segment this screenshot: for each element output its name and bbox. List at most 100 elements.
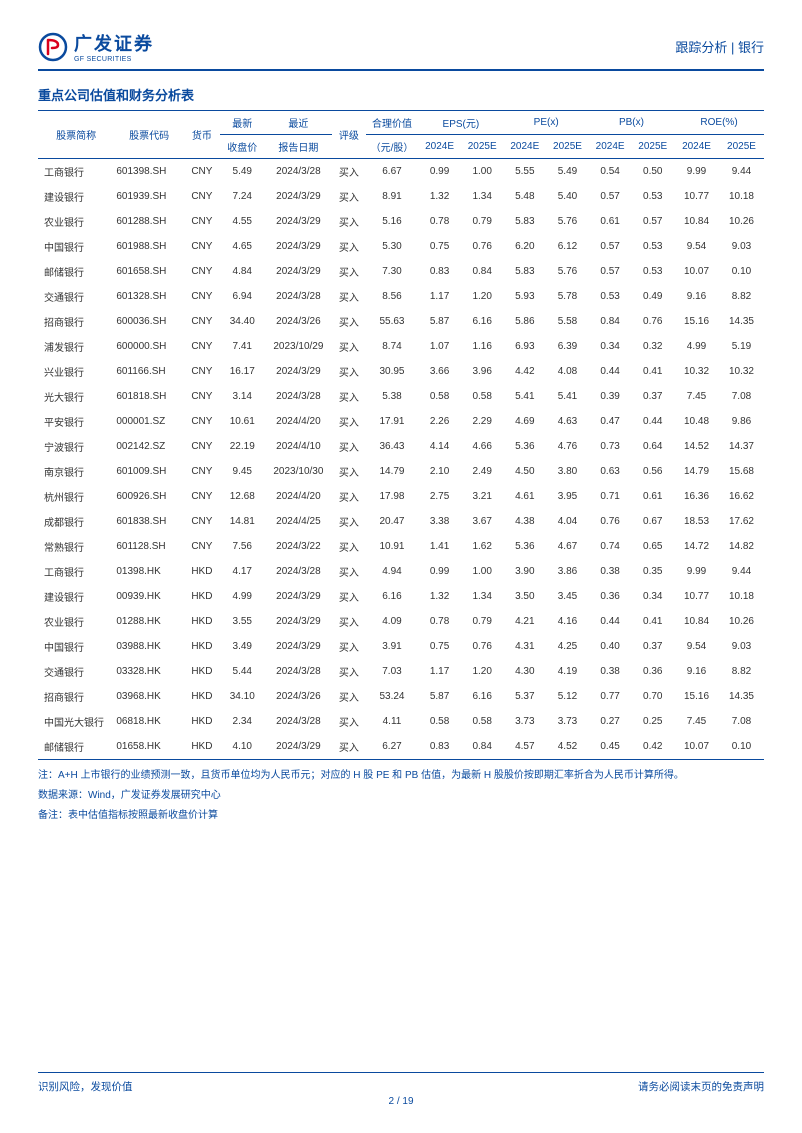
cell-pb-2024e: 0.34	[589, 334, 632, 359]
cell-roe-2025e: 9.03	[719, 634, 764, 659]
table-row: 兴业银行601166.SHCNY16.172024/3/29买入30.953.6…	[38, 359, 764, 384]
logo-text-cn: 广发证券	[74, 30, 154, 56]
cell-code: 601838.SH	[114, 509, 184, 534]
cell-eps-2024e: 0.78	[418, 209, 461, 234]
cell-name: 中国光大银行	[38, 709, 114, 734]
cell-date: 2023/10/30	[265, 459, 332, 484]
cell-currency: HKD	[184, 709, 220, 734]
cell-eps-2024e: 0.78	[418, 609, 461, 634]
cell-pb-2024e: 0.38	[589, 559, 632, 584]
cell-pe-2025e: 5.12	[546, 684, 589, 709]
cell-roe-2025e: 17.62	[719, 509, 764, 534]
cell-name: 建设银行	[38, 584, 114, 609]
cell-fair-value: 17.98	[366, 484, 419, 509]
cell-date: 2024/3/29	[265, 234, 332, 259]
col-eps24: 2024E	[418, 135, 461, 159]
cell-pe-2025e: 4.04	[546, 509, 589, 534]
cell-pb-2025e: 0.36	[631, 659, 674, 684]
cell-pb-2025e: 0.50	[631, 159, 674, 185]
cell-eps-2024e: 2.10	[418, 459, 461, 484]
cell-roe-2024e: 7.45	[674, 384, 719, 409]
cell-pb-2024e: 0.57	[589, 184, 632, 209]
cell-eps-2025e: 6.16	[461, 309, 504, 334]
cell-rating: 买入	[332, 634, 366, 659]
cell-pb-2024e: 0.39	[589, 384, 632, 409]
cell-date: 2024/3/28	[265, 659, 332, 684]
cell-roe-2025e: 10.18	[719, 584, 764, 609]
cell-date: 2024/4/10	[265, 434, 332, 459]
cell-fair-value: 6.27	[366, 734, 419, 760]
cell-roe-2024e: 9.99	[674, 159, 719, 185]
col-name: 股票简称	[38, 111, 114, 159]
cell-pb-2025e: 0.34	[631, 584, 674, 609]
page-header: 广发证券 GF SECURITIES 跟踪分析 | 银行	[38, 30, 764, 71]
cell-pe-2025e: 5.78	[546, 284, 589, 309]
cell-eps-2025e: 2.29	[461, 409, 504, 434]
cell-pe-2024e: 5.48	[504, 184, 547, 209]
cell-price: 34.40	[220, 309, 265, 334]
cell-roe-2025e: 7.08	[719, 709, 764, 734]
cell-price: 4.10	[220, 734, 265, 760]
cell-roe-2024e: 10.48	[674, 409, 719, 434]
cell-pe-2025e: 5.76	[546, 259, 589, 284]
cell-eps-2025e: 3.96	[461, 359, 504, 384]
cell-pb-2024e: 0.47	[589, 409, 632, 434]
cell-price: 4.17	[220, 559, 265, 584]
cell-pe-2025e: 4.08	[546, 359, 589, 384]
cell-currency: CNY	[184, 159, 220, 185]
cell-pb-2024e: 0.44	[589, 609, 632, 634]
cell-eps-2024e: 1.32	[418, 184, 461, 209]
cell-roe-2024e: 7.45	[674, 709, 719, 734]
cell-pb-2024e: 0.57	[589, 259, 632, 284]
cell-roe-2024e: 10.07	[674, 259, 719, 284]
cell-pb-2025e: 0.61	[631, 484, 674, 509]
cell-price: 6.94	[220, 284, 265, 309]
cell-roe-2024e: 18.53	[674, 509, 719, 534]
cell-rating: 买入	[332, 209, 366, 234]
cell-pb-2024e: 0.73	[589, 434, 632, 459]
cell-eps-2025e: 0.58	[461, 384, 504, 409]
cell-price: 16.17	[220, 359, 265, 384]
cell-name: 农业银行	[38, 209, 114, 234]
cell-roe-2025e: 9.86	[719, 409, 764, 434]
cell-pb-2024e: 0.38	[589, 659, 632, 684]
cell-rating: 买入	[332, 409, 366, 434]
cell-code: 600000.SH	[114, 334, 184, 359]
cell-pe-2024e: 6.20	[504, 234, 547, 259]
cell-pb-2024e: 0.71	[589, 484, 632, 509]
cell-pb-2024e: 0.53	[589, 284, 632, 309]
col-fv-top: 合理价值	[366, 111, 419, 135]
cell-fair-value: 14.79	[366, 459, 419, 484]
cell-pe-2025e: 5.76	[546, 209, 589, 234]
cell-code: 601658.SH	[114, 259, 184, 284]
cell-eps-2024e: 1.17	[418, 659, 461, 684]
cell-roe-2024e: 9.54	[674, 634, 719, 659]
cell-fair-value: 5.16	[366, 209, 419, 234]
cell-eps-2025e: 0.79	[461, 609, 504, 634]
cell-code: 000001.SZ	[114, 409, 184, 434]
cell-pb-2025e: 0.53	[631, 259, 674, 284]
cell-pe-2024e: 5.86	[504, 309, 547, 334]
cell-rating: 买入	[332, 509, 366, 534]
report-type: 跟踪分析 | 银行	[675, 37, 764, 56]
cell-name: 中国银行	[38, 234, 114, 259]
cell-pb-2025e: 0.53	[631, 184, 674, 209]
table-row: 中国光大银行06818.HKHKD2.342024/3/28买入4.110.58…	[38, 709, 764, 734]
table-row: 邮储银行601658.SHCNY4.842024/3/29买入7.300.830…	[38, 259, 764, 284]
cell-pb-2024e: 0.74	[589, 534, 632, 559]
cell-fair-value: 20.47	[366, 509, 419, 534]
cell-pb-2025e: 0.49	[631, 284, 674, 309]
cell-price: 4.84	[220, 259, 265, 284]
cell-rating: 买入	[332, 659, 366, 684]
cell-pb-2024e: 0.27	[589, 709, 632, 734]
cell-roe-2024e: 16.36	[674, 484, 719, 509]
col-pe: PE(x)	[504, 111, 589, 135]
table-row: 南京银行601009.SHCNY9.452023/10/30买入14.792.1…	[38, 459, 764, 484]
cell-date: 2024/3/29	[265, 634, 332, 659]
cell-price: 7.41	[220, 334, 265, 359]
cell-rating: 买入	[332, 184, 366, 209]
cell-roe-2024e: 10.84	[674, 609, 719, 634]
cell-currency: HKD	[184, 659, 220, 684]
cell-fair-value: 4.94	[366, 559, 419, 584]
cell-fair-value: 17.91	[366, 409, 419, 434]
